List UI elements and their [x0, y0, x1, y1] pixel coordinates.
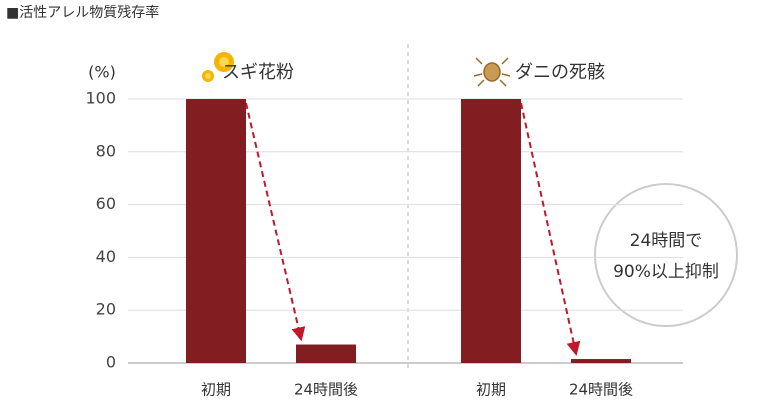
- bar: [186, 99, 246, 363]
- y-tick-label: 0: [106, 353, 116, 372]
- annotation-text: 90%以上抑制: [613, 262, 719, 282]
- y-tick-label: 100: [85, 89, 116, 108]
- bar: [461, 99, 521, 363]
- chart-title: ■活性アレル物質残存率: [6, 4, 159, 21]
- trend-arrow: [520, 102, 581, 356]
- y-tick-label: 60: [96, 194, 116, 213]
- x-tick-label: 初期: [201, 381, 231, 399]
- y-tick-label: 20: [96, 300, 116, 319]
- trend-arrow: [245, 102, 306, 342]
- y-axis-label: (%): [88, 63, 116, 82]
- y-tick-label: 40: [96, 247, 116, 266]
- panel-title: ダニの死骸: [515, 62, 605, 83]
- panel-title: スギ花粉: [222, 62, 294, 83]
- x-tick-label: 24時間後: [294, 381, 358, 399]
- x-tick-label: 24時間後: [569, 381, 633, 399]
- pollen-icon: [202, 52, 234, 82]
- annotation-circle: [594, 183, 738, 327]
- y-tick-label: 80: [96, 141, 116, 160]
- annotation-text: 24時間で: [630, 231, 703, 251]
- x-tick-label: 初期: [476, 381, 506, 399]
- mite-icon: [473, 57, 511, 87]
- bar: [296, 344, 356, 363]
- bar: [571, 359, 631, 363]
